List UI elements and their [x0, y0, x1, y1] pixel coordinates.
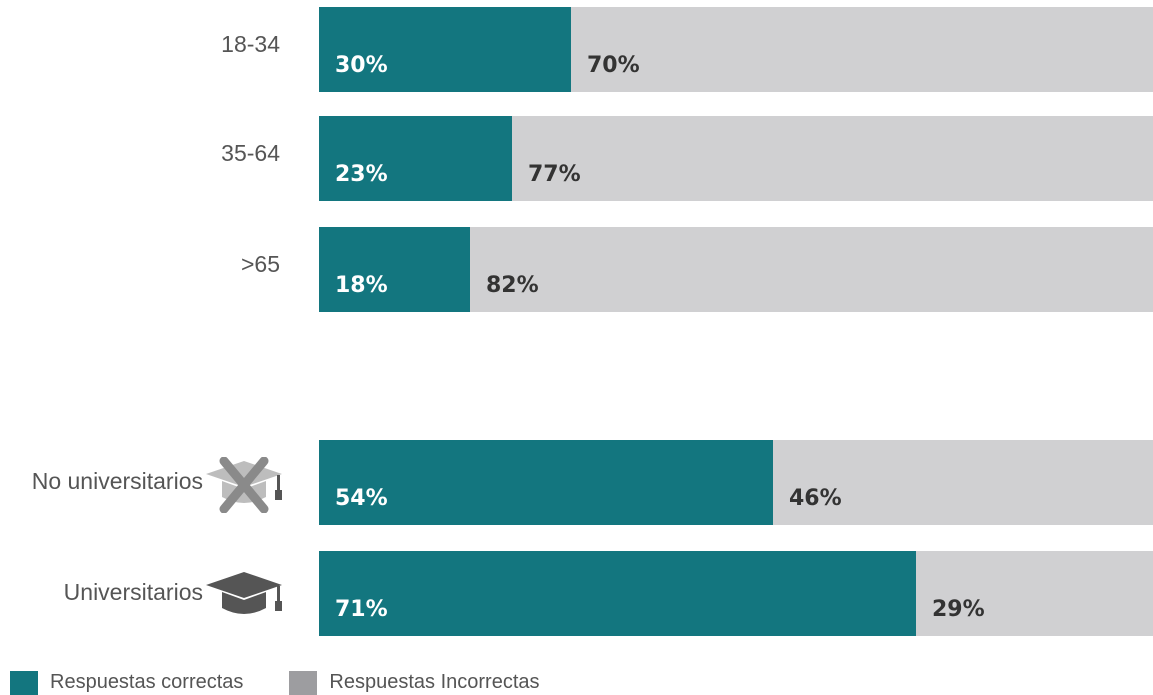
legend-swatch-incorrect — [289, 670, 318, 695]
bar-segment-incorrect-over-65 — [470, 227, 1153, 312]
legend-item-incorrect: Respuestas Incorrectas — [289, 670, 540, 695]
category-label-no-universitarios: No universitarios — [31, 468, 203, 494]
bar-segment-incorrect-universitarios — [916, 551, 1153, 636]
value-label-incorrect-universitarios: 29% — [932, 597, 985, 622]
bar-segment-correct-over-65 — [319, 227, 470, 312]
value-label-correct-35-64: 23% — [335, 162, 388, 187]
legend-item-correct: Respuestas correctas — [10, 670, 244, 695]
bar-segment-incorrect-no-universitarios — [773, 440, 1153, 525]
bar-segment-incorrect-35-64 — [512, 116, 1153, 201]
bar-segment-correct-no-universitarios — [319, 440, 773, 525]
category-label-over-65: >65 — [240, 251, 280, 277]
value-label-correct-universitarios: 71% — [335, 597, 388, 622]
value-label-incorrect-no-universitarios: 46% — [789, 486, 842, 511]
bar-segment-correct-35-64 — [319, 116, 512, 201]
value-label-correct-over-65: 18% — [335, 273, 388, 298]
graduation-cap-icon — [204, 568, 288, 629]
bar-segment-incorrect-18-34 — [571, 7, 1153, 92]
category-label-35-64: 35-64 — [221, 140, 280, 166]
category-label-18-34: 18-34 — [221, 31, 280, 57]
value-label-correct-no-universitarios: 54% — [335, 486, 388, 511]
value-label-correct-18-34: 30% — [335, 53, 388, 78]
value-label-incorrect-over-65: 82% — [486, 273, 539, 298]
crossed-graduation-cap-icon — [204, 456, 288, 518]
value-label-incorrect-18-34: 70% — [587, 53, 640, 78]
bar-segment-correct-18-34 — [319, 7, 571, 92]
value-label-incorrect-35-64: 77% — [528, 162, 581, 187]
legend-label-correct: Respuestas correctas — [50, 671, 244, 693]
legend-swatch-correct — [10, 670, 38, 695]
legend: Respuestas correctas Respuestas Incorrec… — [10, 670, 586, 695]
legend-label-incorrect: Respuestas Incorrectas — [329, 671, 540, 693]
category-label-universitarios: Universitarios — [63, 579, 203, 605]
bar-segment-correct-universitarios — [319, 551, 916, 636]
